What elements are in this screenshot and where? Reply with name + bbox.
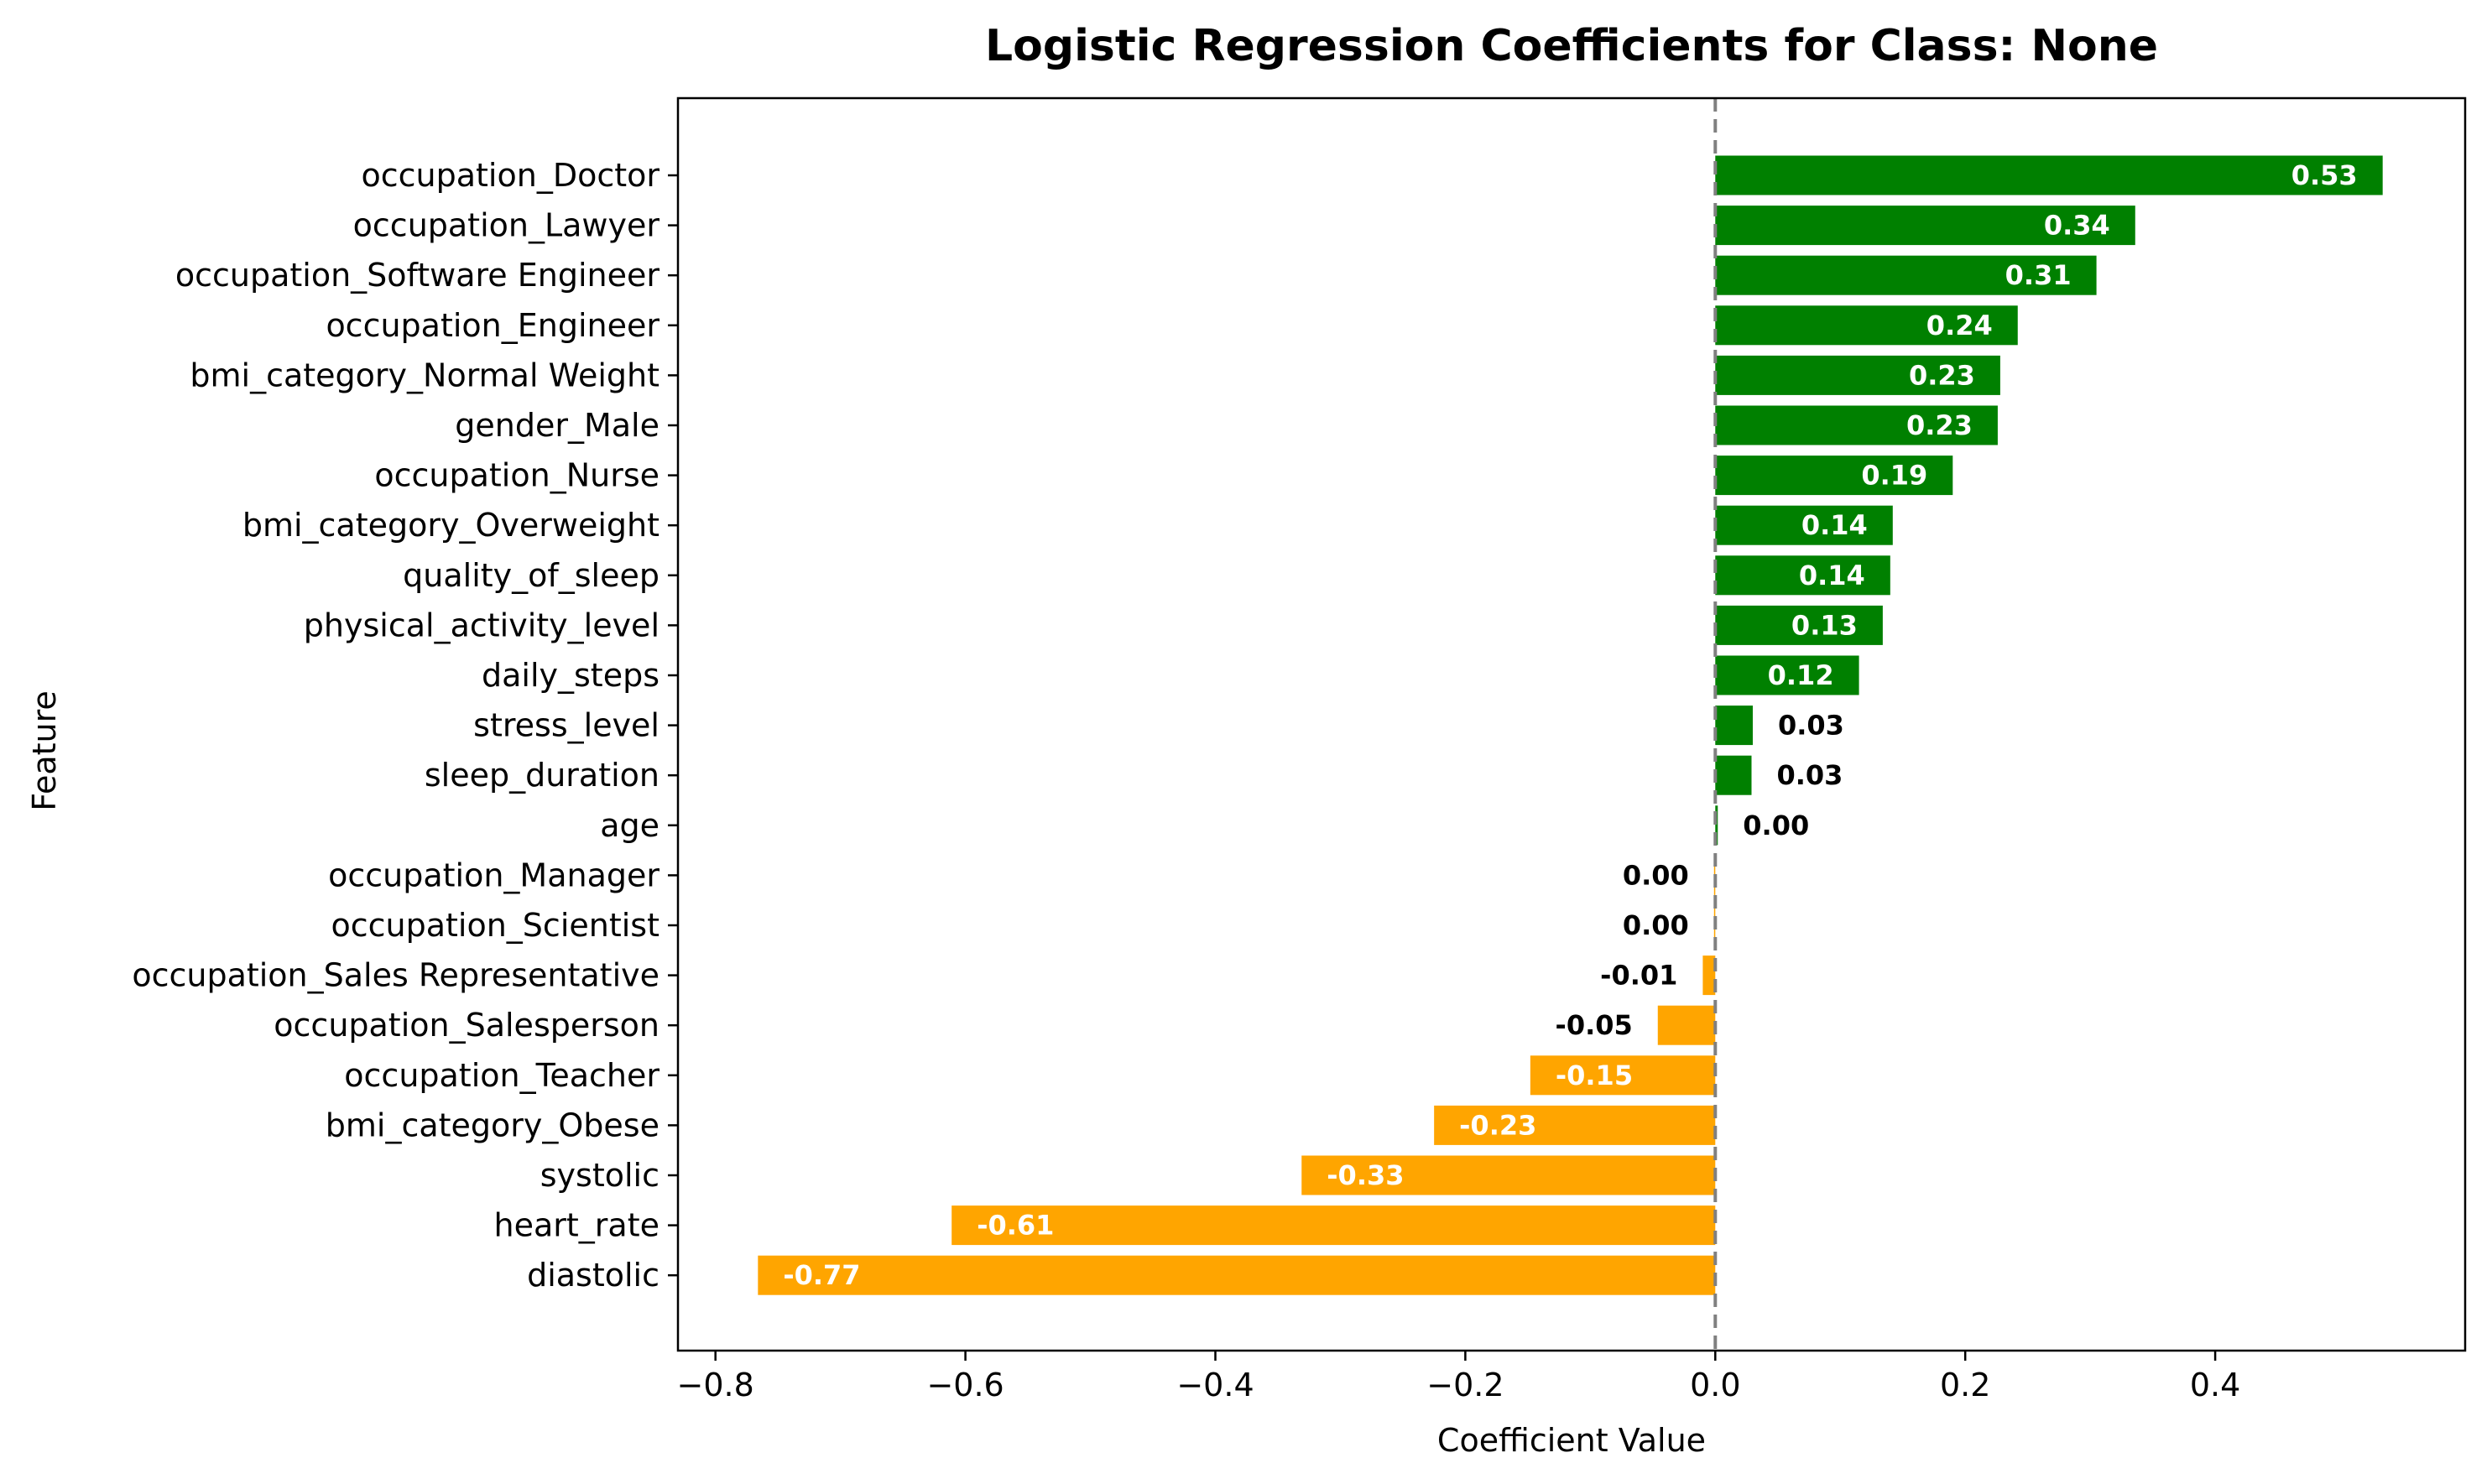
bar-gender-male xyxy=(1715,405,1998,445)
bar-bmi-category-normal-weight xyxy=(1715,355,2000,395)
bar-occupation-teacher xyxy=(1530,1055,1716,1096)
data-label: 0.14 xyxy=(1801,509,1868,541)
y-tick-label: systolic xyxy=(540,1157,659,1194)
bar-bmi-category-obese xyxy=(1434,1105,1716,1145)
data-label: 0.03 xyxy=(1776,759,1843,791)
x-tick-label: 0.0 xyxy=(1690,1367,1740,1403)
y-tick-label: occupation_Teacher xyxy=(344,1057,659,1094)
data-label: -0.77 xyxy=(783,1259,860,1291)
bar-occupation-software-engineer xyxy=(1715,255,2097,295)
y-tick-label: occupation_Doctor xyxy=(362,157,660,194)
bar-occupation-doctor xyxy=(1715,155,2383,195)
y-tick-label: quality_of_sleep xyxy=(403,557,659,594)
y-tick-label: age xyxy=(600,807,659,844)
bar-heart-rate xyxy=(951,1205,1716,1246)
data-label: 0.19 xyxy=(1861,460,1927,492)
data-label: 0.03 xyxy=(1778,710,1844,742)
bar-bmi-category-overweight xyxy=(1715,505,1893,545)
y-tick-label: physical_activity_level xyxy=(304,607,659,643)
data-label: 0.00 xyxy=(1743,810,1809,841)
y-tick-label: heart_rate xyxy=(494,1207,659,1244)
data-label: 0.53 xyxy=(2291,159,2358,191)
y-tick-label: occupation_Lawyer xyxy=(353,207,660,244)
y-tick-label: occupation_Engineer xyxy=(326,307,659,344)
bar-daily-steps xyxy=(1715,655,1859,695)
x-tick-label: 0.4 xyxy=(2190,1367,2240,1403)
bar-occupation-salesperson xyxy=(1657,1005,1716,1045)
data-label: 0.24 xyxy=(1926,310,1993,341)
x-tick-label: 0.2 xyxy=(1940,1367,1990,1403)
data-label: -0.01 xyxy=(1600,960,1677,992)
bar-occupation-nurse xyxy=(1715,456,1953,496)
data-label: -0.15 xyxy=(1556,1060,1633,1091)
x-tick-label: −0.6 xyxy=(926,1367,1004,1403)
y-tick-label: occupation_Scientist xyxy=(331,907,659,944)
y-tick-label: daily_steps xyxy=(482,657,659,694)
data-label: -0.23 xyxy=(1459,1109,1536,1141)
y-tick-label: gender_Male xyxy=(455,407,659,444)
data-label: 0.23 xyxy=(1909,359,1975,391)
data-label: 0.00 xyxy=(1623,909,1689,941)
data-label: -0.33 xyxy=(1327,1159,1404,1191)
bar-age xyxy=(1715,805,1718,846)
y-tick-label: sleep_duration xyxy=(425,757,659,794)
bar-occupation-sales-representative xyxy=(1702,955,1716,996)
y-axis-label: Feature xyxy=(26,690,63,811)
bar-physical-activity-level xyxy=(1715,605,1883,645)
bar-quality-of-sleep xyxy=(1715,555,1890,596)
x-axis-label: Coefficient Value xyxy=(1437,1422,1706,1459)
y-tick-label: occupation_Nurse xyxy=(374,457,659,494)
data-label: 0.31 xyxy=(2005,259,2072,291)
bar-occupation-lawyer xyxy=(1715,206,2135,246)
y-tick-label: diastolic xyxy=(527,1257,659,1294)
y-tick-label: bmi_category_Obese xyxy=(326,1106,659,1143)
y-tick-label: bmi_category_Overweight xyxy=(242,507,659,544)
y-tick-label: stress_level xyxy=(473,707,659,744)
plot-frame xyxy=(676,96,2467,1352)
data-label: 0.00 xyxy=(1623,859,1689,891)
data-label: 0.34 xyxy=(2044,210,2110,242)
data-label: 0.12 xyxy=(1768,659,1834,691)
data-label: -0.05 xyxy=(1556,1009,1633,1041)
y-tick-label: bmi_category_Normal Weight xyxy=(190,357,659,393)
y-tick-label: occupation_Salesperson xyxy=(274,1007,659,1044)
data-label: -0.61 xyxy=(977,1210,1054,1242)
bar-stress-level xyxy=(1715,706,1753,746)
y-tick-label: occupation_Sales Representative xyxy=(132,957,659,994)
y-tick-label: occupation_Manager xyxy=(328,857,659,893)
bar-diastolic xyxy=(758,1255,1716,1295)
y-tick-label: occupation_Software Engineer xyxy=(175,257,660,294)
bar-sleep-duration xyxy=(1715,755,1752,795)
data-label: 0.13 xyxy=(1791,609,1858,641)
bar-systolic xyxy=(1301,1155,1716,1195)
data-label: 0.14 xyxy=(1799,560,1865,591)
data-label: 0.23 xyxy=(1906,409,1973,441)
bar-occupation-engineer xyxy=(1715,305,2018,346)
x-tick-label: −0.4 xyxy=(1176,1367,1254,1403)
x-tick-label: −0.8 xyxy=(677,1367,754,1403)
x-tick-label: −0.2 xyxy=(1426,1367,1504,1403)
chart-title: Logistic Regression Coefficients for Cla… xyxy=(985,21,2158,71)
